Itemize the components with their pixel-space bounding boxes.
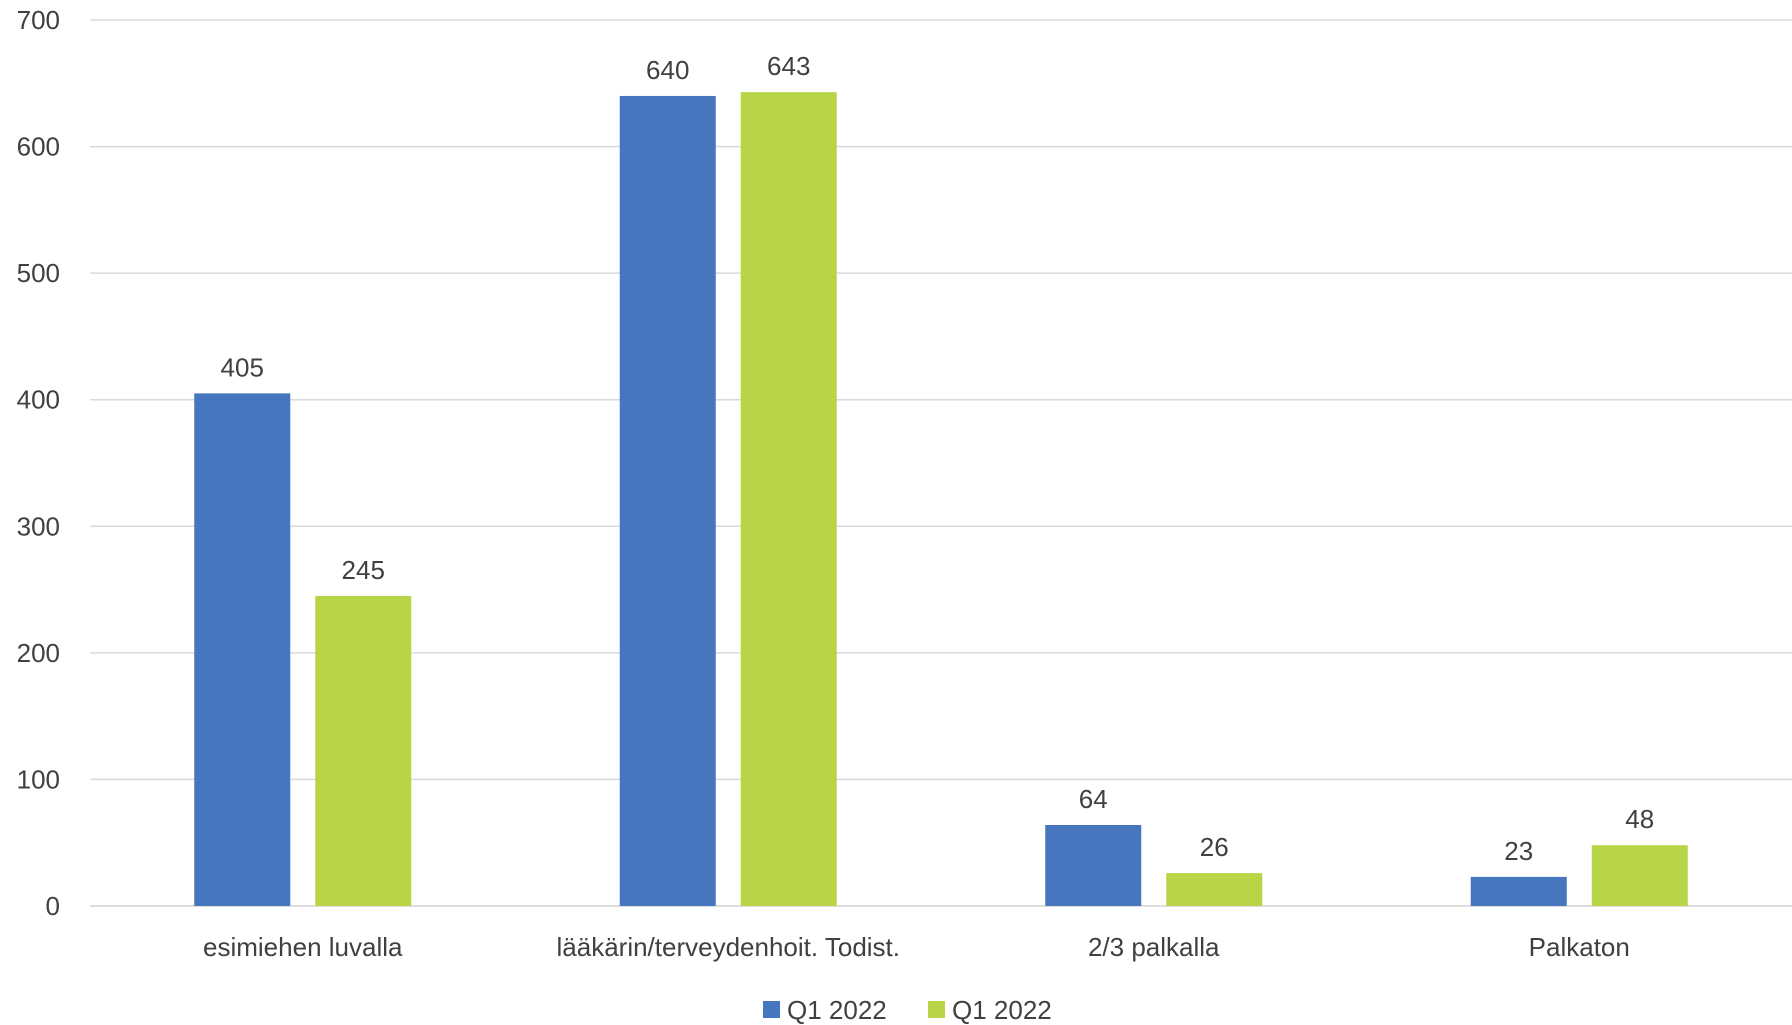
y-tick-label: 200 bbox=[17, 638, 60, 668]
data-labels: 405 245 640 643 64 26 23 48 bbox=[221, 51, 1655, 866]
y-tick-label: 100 bbox=[17, 764, 60, 794]
y-tick-label: 400 bbox=[17, 385, 60, 415]
y-axis-ticks: 0 100 200 300 400 500 600 700 bbox=[17, 5, 60, 921]
data-label: 64 bbox=[1079, 784, 1108, 814]
bar bbox=[1045, 824, 1142, 906]
bar bbox=[619, 95, 716, 906]
y-tick-label: 600 bbox=[17, 132, 60, 162]
bar bbox=[1591, 845, 1688, 906]
x-category-label: 2/3 palkalla bbox=[1088, 932, 1220, 962]
legend-label: Q1 2022 bbox=[787, 995, 887, 1025]
legend-label: Q1 2022 bbox=[952, 995, 1052, 1025]
bar bbox=[740, 92, 837, 907]
y-tick-label: 0 bbox=[46, 891, 60, 921]
y-tick-label: 500 bbox=[17, 258, 60, 288]
bar bbox=[1470, 876, 1567, 906]
bar bbox=[315, 595, 412, 906]
data-label: 643 bbox=[767, 51, 810, 81]
x-category-label: Palkaton bbox=[1529, 932, 1630, 962]
data-label: 23 bbox=[1504, 836, 1533, 866]
bars bbox=[194, 92, 1688, 907]
legend-swatch bbox=[928, 1001, 945, 1018]
data-label: 405 bbox=[221, 352, 264, 382]
data-label: 245 bbox=[342, 555, 385, 585]
y-tick-label: 300 bbox=[17, 511, 60, 541]
x-category-label: lääkärin/terveydenhoit. Todist. bbox=[557, 932, 901, 962]
data-label: 48 bbox=[1625, 804, 1654, 834]
legend: Q1 2022 Q1 2022 bbox=[763, 995, 1052, 1025]
y-tick-label: 700 bbox=[17, 5, 60, 35]
x-category-label: esimiehen luvalla bbox=[203, 932, 403, 962]
category-labels: esimiehen luvalla lääkärin/terveydenhoit.… bbox=[203, 932, 1630, 962]
data-label: 640 bbox=[646, 55, 689, 85]
bar bbox=[1166, 873, 1263, 906]
bar bbox=[194, 393, 291, 906]
legend-swatch bbox=[763, 1001, 780, 1018]
data-label: 26 bbox=[1200, 832, 1229, 862]
